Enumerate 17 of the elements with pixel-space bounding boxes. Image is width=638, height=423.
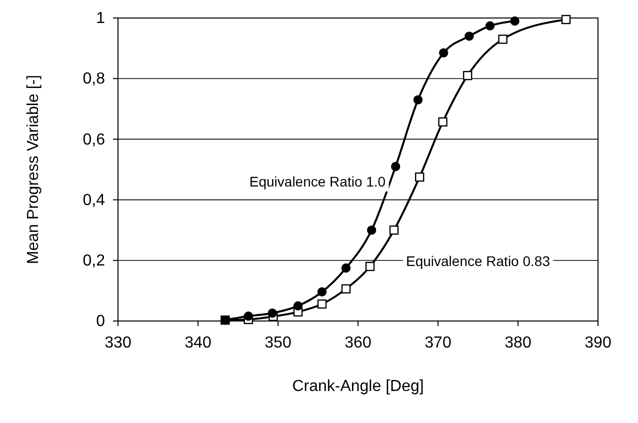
y-tick-label: 0,8: [82, 70, 106, 88]
y-tick-label: 0,2: [82, 252, 106, 270]
x-axis-title: Crank-Angle [Deg]: [292, 378, 424, 395]
x-tick-label: 380: [504, 334, 532, 352]
x-tick-label: 370: [424, 334, 452, 352]
x-tick-label: 350: [264, 334, 292, 352]
x-tick-label: 390: [584, 334, 612, 352]
x-tick-label: 330: [104, 334, 132, 352]
x-tick-label: 340: [184, 334, 212, 352]
y-tick-label: 0,4: [82, 192, 106, 209]
series-label: Equivalence Ratio 1.0: [249, 173, 386, 190]
y-tick-label: 0: [96, 313, 106, 330]
y-axis-title: Mean Progress Variable [-]: [25, 74, 42, 264]
y-tick-label: 0,6: [82, 131, 106, 148]
y-tick-label: 1: [96, 10, 106, 28]
x-tick-label: 360: [344, 334, 372, 352]
series-label: Equivalence Ratio 0.83: [406, 253, 550, 270]
